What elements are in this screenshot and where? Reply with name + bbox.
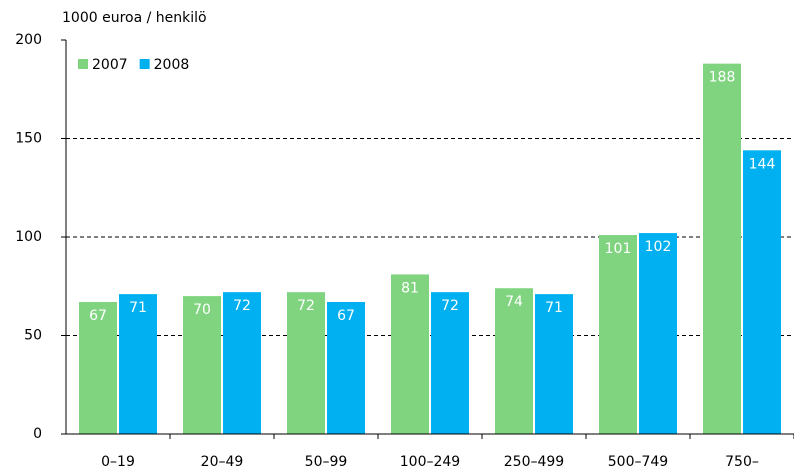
value-label: 71 [545,300,563,316]
value-label: 67 [337,308,355,324]
y-tick-label: 100 [15,229,42,245]
x-tick-label: 50–99 [305,454,348,470]
bar [391,274,429,434]
x-tick-label: 20–49 [201,454,244,470]
bar [431,292,469,434]
bar [183,296,221,434]
value-label: 72 [441,298,459,314]
legend-swatch [78,59,88,69]
value-label: 144 [749,156,776,172]
y-tick-label: 150 [15,131,42,147]
legend-swatch [139,59,150,69]
bar [639,233,677,434]
y-tick-label: 50 [24,328,42,344]
legend-label: 2007 [92,57,128,73]
value-label: 101 [605,241,632,257]
value-label: 102 [645,239,672,255]
bar [223,292,261,434]
bar [495,288,533,434]
value-label: 72 [233,298,251,314]
value-label: 188 [709,70,736,86]
bar [703,63,741,434]
bar [599,235,637,434]
bar [119,294,157,434]
value-label: 71 [129,300,147,316]
value-label: 72 [297,298,315,314]
value-label: 81 [401,280,419,296]
legend-label: 2008 [154,57,190,73]
x-tick-label: 250–499 [504,454,564,470]
bar [743,150,781,434]
x-tick-label: 0–19 [101,454,135,470]
bar [535,294,573,434]
y-tick-label: 200 [15,32,42,48]
value-label: 74 [505,294,523,310]
y-tick-label: 0 [33,426,42,442]
value-label: 67 [89,308,107,324]
x-tick-label: 750– [725,454,759,470]
y-axis-label: 1000 euroa / henkilö [62,10,207,26]
value-label: 70 [193,302,211,318]
bar [79,302,117,434]
x-tick-label: 500–749 [608,454,668,470]
x-tick-label: 100–249 [400,454,460,470]
bar [287,292,325,434]
bar [327,302,365,434]
